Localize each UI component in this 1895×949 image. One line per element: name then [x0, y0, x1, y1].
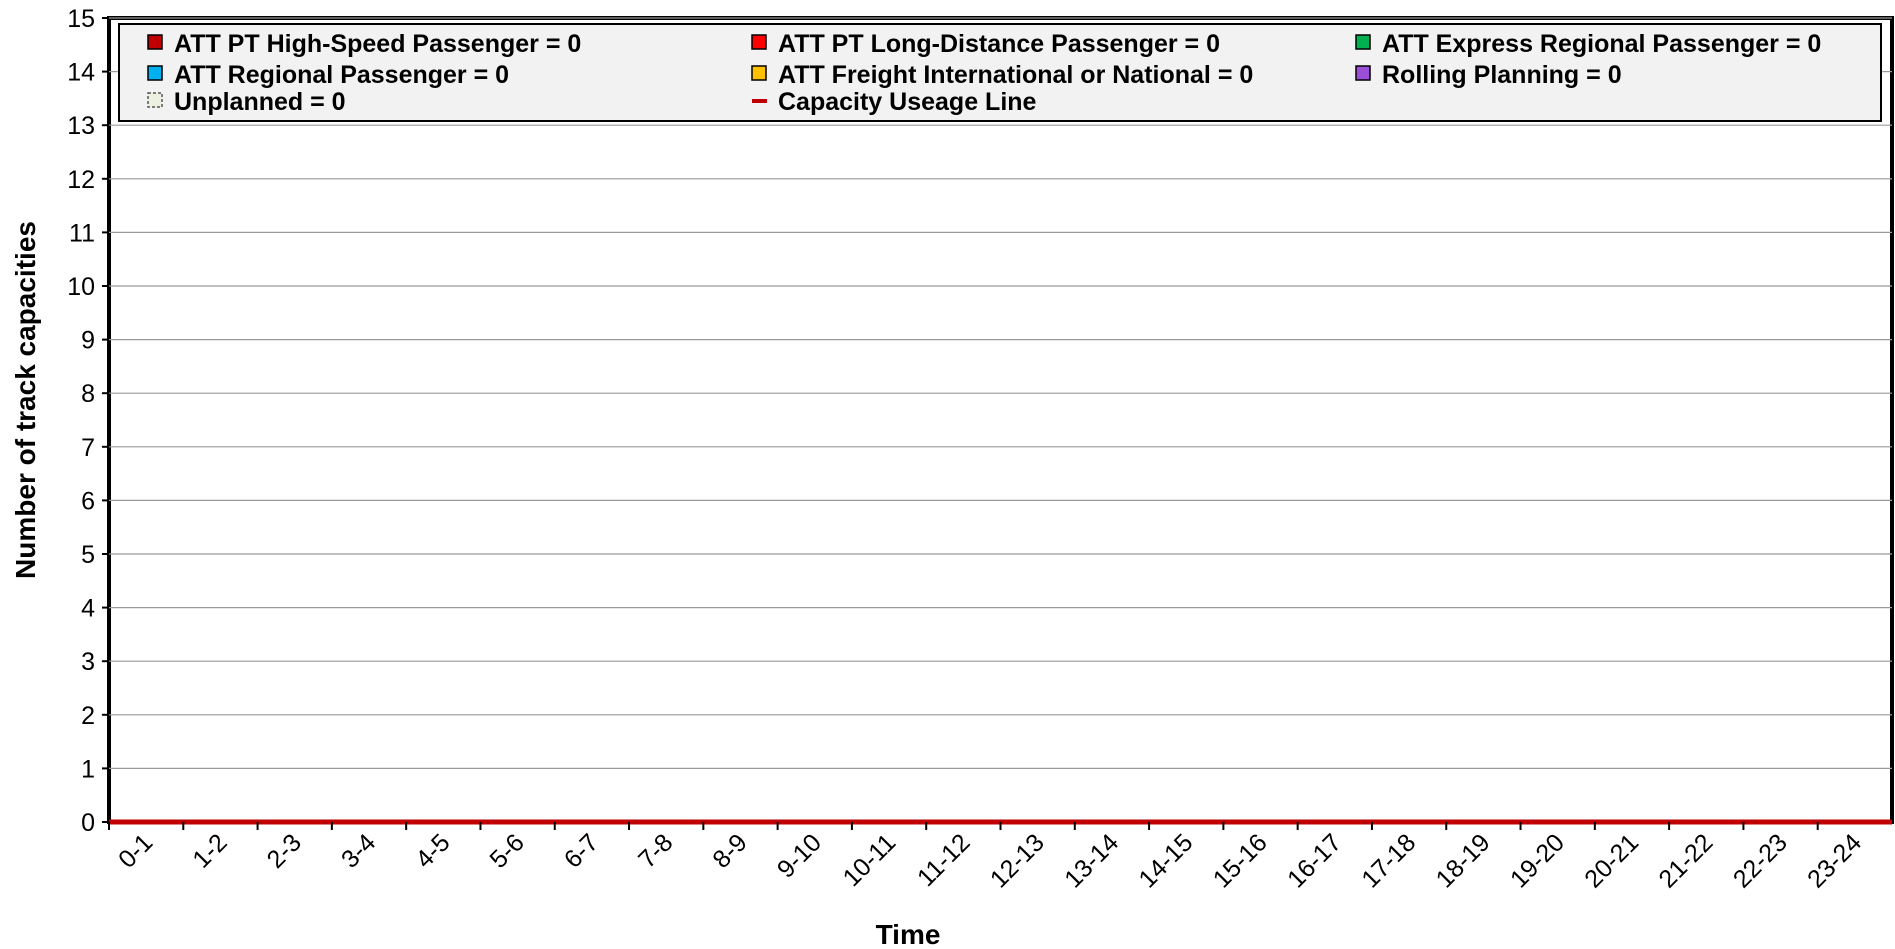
x-tick-label: 17-18: [1356, 828, 1421, 893]
x-tick-label: 6-7: [559, 828, 604, 873]
x-tick-label: 8-9: [707, 828, 752, 873]
x-axis-label: Time: [876, 919, 941, 949]
y-tick-label: 15: [67, 5, 95, 33]
x-tick-label: 10-11: [838, 828, 902, 892]
legend-label: Rolling Planning = 0: [1382, 61, 1622, 89]
x-tick-label: 20-21: [1579, 828, 1644, 893]
legend-swatch: [147, 92, 163, 108]
x-tick-label: 11-12: [912, 828, 976, 892]
y-axis-label: Number of track capacities: [10, 221, 41, 579]
x-tick-label: 21-22: [1653, 828, 1718, 893]
x-tick-label: 16-17: [1282, 828, 1347, 893]
y-tick-label: 9: [81, 327, 95, 355]
x-tick-label: 15-16: [1208, 828, 1273, 893]
x-tick-label: 22-23: [1728, 828, 1793, 893]
y-tick-label: 1: [81, 755, 95, 783]
x-tick-label: 2-3: [262, 828, 307, 873]
legend-swatch: [751, 34, 767, 50]
y-tick-label: 4: [81, 595, 95, 623]
legend-swatch: [751, 65, 767, 81]
x-tick-label: 12-13: [985, 828, 1050, 893]
y-tick-label: 8: [81, 380, 95, 408]
legend-label: Unplanned = 0: [174, 88, 346, 116]
x-tick-label: 4-5: [410, 828, 455, 873]
x-tick-label: 1-2: [187, 828, 232, 873]
y-tick-label: 6: [81, 487, 95, 515]
x-tick-label: 13-14: [1059, 828, 1124, 893]
x-tick-label: 23-24: [1802, 828, 1867, 893]
y-tick-label: 12: [67, 166, 95, 194]
y-tick-label: 10: [67, 273, 95, 301]
legend-label: ATT PT Long-Distance Passenger = 0: [778, 30, 1220, 58]
legend-label: ATT Regional Passenger = 0: [174, 61, 509, 89]
x-tick-label: 0-1: [113, 828, 158, 873]
y-tick-label: 13: [67, 112, 95, 140]
x-axis-ticks: 0-1 1-2 2-3 3-4 4-5 5-6 6-7 7-8 8-9 9-10 10-11 11-1…: [108, 822, 1867, 893]
x-tick-label: 3-4: [336, 828, 381, 873]
x-tick-label: 9-10: [772, 828, 827, 883]
y-tick-label: 7: [81, 434, 95, 462]
legend: ATT PT High-Speed Passenger = 0 ATT PT Lo…: [118, 23, 1882, 122]
y-tick-label: 14: [67, 59, 95, 87]
legend-swatch: [147, 65, 163, 81]
gridlines: [109, 17, 1892, 823]
x-tick-label: 18-19: [1431, 828, 1496, 893]
x-tick-label: 14-15: [1133, 828, 1198, 893]
x-tick-label: 5-6: [484, 828, 529, 873]
plot-frame: [107, 16, 1894, 824]
legend-label: ATT PT High-Speed Passenger = 0: [174, 30, 581, 58]
x-tick-label: 7-8: [633, 828, 678, 873]
legend-swatch: [1355, 34, 1371, 50]
y-tick-label: 0: [81, 809, 95, 837]
y-tick-label: 5: [81, 541, 95, 569]
legend-box: [118, 23, 1882, 122]
y-tick-label: 2: [81, 702, 95, 730]
legend-swatch: [1355, 65, 1371, 81]
y-tick-label: 3: [81, 648, 95, 676]
legend-swatch: [147, 34, 163, 50]
legend-label: ATT Freight International or National = …: [778, 61, 1253, 89]
y-tick-label: 11: [69, 219, 95, 247]
legend-label: ATT Express Regional Passenger = 0: [1382, 30, 1821, 58]
x-tick-label: 19-20: [1505, 828, 1570, 893]
legend-label: Capacity Useage Line: [778, 88, 1037, 116]
